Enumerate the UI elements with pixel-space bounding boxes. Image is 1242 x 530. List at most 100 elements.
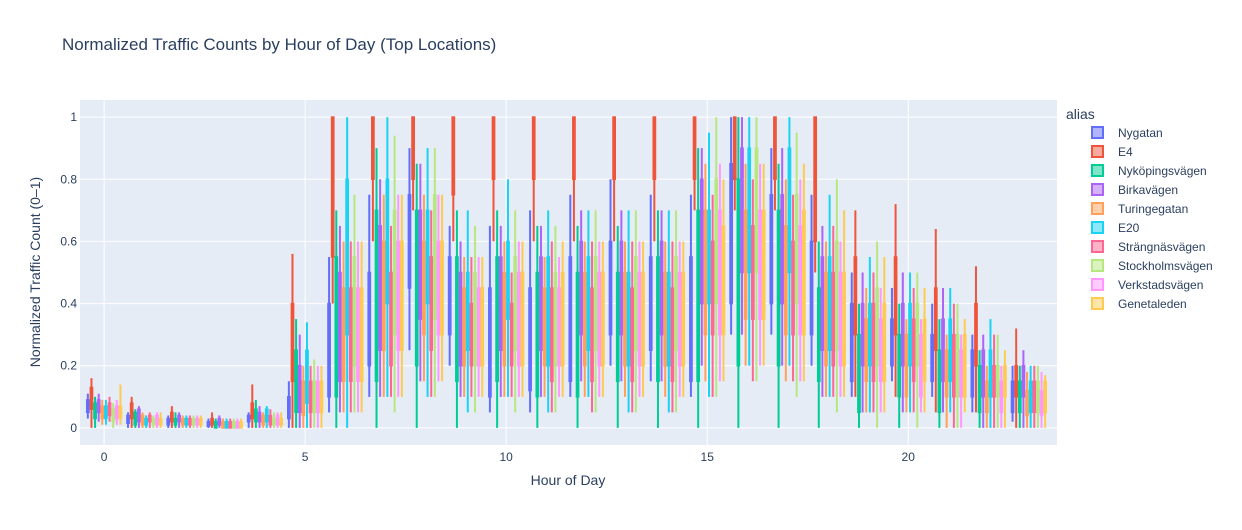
box-Birkavägen-hour-13 — [619, 210, 624, 382]
box-series — [85, 116, 1048, 429]
box-body — [462, 287, 467, 367]
box-body — [780, 194, 785, 305]
box-Stockholmsvägen-hour-18 — [835, 179, 839, 413]
box-Birkavägen-hour-17 — [780, 148, 785, 366]
box-Nyköpingsvägen-hour-9 — [455, 210, 459, 428]
chart-title: Normalized Traffic Counts by Hour of Day… — [62, 35, 496, 54]
box-body — [798, 225, 803, 336]
box-body — [367, 271, 372, 367]
box-E4-hour-19 — [853, 210, 858, 397]
box-Strängnäsvägen-hour-18 — [831, 225, 836, 397]
box-Strängnäsvägen-hour-15 — [710, 194, 715, 397]
box-E4-hour-8 — [411, 116, 415, 211]
box-Nyköpingsvägen-hour-7 — [374, 148, 379, 428]
box-body — [568, 256, 573, 383]
box-E20-hour-10 — [506, 179, 510, 397]
box-Nygatan-hour-8 — [407, 148, 412, 351]
box-Stockholmsvägen-hour-5 — [312, 359, 317, 428]
box-Stockholmsvägen-hour-20 — [915, 272, 920, 428]
box-E4-hour-15 — [692, 116, 697, 211]
box-Nygatan-hour-12 — [568, 194, 573, 397]
box-Nyköpingsvägen-hour-1 — [133, 409, 138, 428]
box-Turingegatan-hour-22 — [984, 365, 989, 428]
legend-item[interactable]: Genetaleden — [1091, 297, 1187, 311]
box-Nyköpingsvägen-hour-4 — [254, 399, 258, 428]
box-Stockholmsvägen-hour-8 — [432, 148, 437, 397]
box-Nygatan-hour-17 — [769, 148, 774, 335]
box-Strängnäsvägen-hour-7 — [389, 225, 393, 397]
y-tick-label: 0.4 — [60, 297, 77, 311]
box-E20-hour-14 — [666, 210, 671, 413]
box-Verkstadsvägen-hour-13 — [637, 241, 642, 397]
box-Turingegatan-hour-6 — [341, 241, 346, 413]
legend-swatch — [1091, 221, 1104, 234]
box-Verkstadsvägen-hour-4 — [275, 412, 280, 428]
legend-item[interactable]: Birkavägen — [1091, 183, 1178, 197]
box-body — [944, 349, 949, 398]
box-Stockholmsvägen-hour-2 — [191, 415, 196, 428]
box-Turingegatan-hour-8 — [422, 194, 426, 382]
box-Genetaleden-hour-5 — [319, 365, 324, 428]
box-Genetaleden-hour-10 — [520, 241, 525, 397]
legend-item[interactable]: Strängnäsvägen — [1091, 240, 1205, 254]
box-Nyköpingsvägen-hour-8 — [414, 163, 419, 428]
box-body — [297, 364, 302, 414]
box-E4-hour-22 — [974, 266, 978, 413]
legend-item[interactable]: Nygatan — [1091, 126, 1163, 140]
box-Nyköpingsvägen-hour-12 — [575, 225, 580, 428]
box-Genetaleden-hour-1 — [158, 412, 163, 428]
box-Genetaleden-hour-15 — [721, 179, 726, 382]
box-Birkavägen-hour-9 — [458, 241, 463, 397]
legend-item[interactable]: E4 — [1091, 145, 1133, 159]
box-E20-hour-19 — [867, 256, 872, 413]
box-E4-hour-3 — [210, 412, 214, 428]
box-body — [721, 225, 726, 336]
legend-item[interactable]: Verkstadsvägen — [1091, 278, 1203, 292]
box-Stockholmsvägen-hour-14 — [674, 210, 678, 413]
box-Nyköpingsvägen-hour-10 — [495, 210, 500, 428]
y-axis-label: Normalized Traffic Count (0–1) — [27, 177, 43, 367]
box-Turingegatan-hour-23 — [1025, 371, 1029, 428]
box-Stockholmsvägen-hour-4 — [272, 412, 276, 428]
box-Verkstadsvägen-hour-20 — [919, 319, 923, 413]
legend-title: alias — [1066, 106, 1095, 122]
box-body — [286, 396, 291, 420]
box-Verkstadsvägen-hour-11 — [557, 256, 561, 397]
box-body — [93, 402, 97, 420]
box-body — [761, 209, 766, 320]
box-Genetaleden-hour-0 — [118, 384, 123, 425]
box-E20-hour-21 — [948, 288, 953, 413]
box-Turingegatan-hour-19 — [864, 288, 869, 413]
box-Verkstadsvägen-hour-3 — [235, 418, 240, 429]
legend-item[interactable]: Nyköpingsvägen — [1091, 164, 1207, 178]
box-E4-hour-9 — [451, 116, 456, 242]
legend-item[interactable]: Turingegatan — [1091, 202, 1188, 216]
box-body — [126, 414, 130, 424]
box-Genetaleden-hour-9 — [480, 256, 485, 397]
box-Verkstadsvägen-hour-23 — [1039, 371, 1044, 428]
legend-item[interactable]: E20 — [1091, 221, 1140, 235]
legend-swatch — [1091, 164, 1104, 177]
box-Birkavägen-hour-12 — [579, 210, 584, 382]
box-body — [652, 116, 657, 181]
box-Verkstadsvägen-hour-14 — [677, 241, 682, 397]
box-Strängnäsvägen-hour-17 — [791, 194, 795, 382]
box-E4-hour-23 — [1014, 328, 1019, 428]
legend-item[interactable]: Stockholmsvägen — [1091, 259, 1213, 273]
box-Nyköpingsvägen-hour-5 — [294, 319, 298, 428]
legend[interactable]: alias Nygatan E4 Nyköpingsvägen Birkavägen T… — [1066, 106, 1213, 311]
box-Stockholmsvägen-hour-6 — [352, 194, 357, 413]
box-Turingegatan-hour-9 — [462, 256, 467, 397]
box-E4-hour-6 — [330, 116, 335, 304]
box-Verkstadsvägen-hour-2 — [195, 415, 200, 428]
box-E20-hour-7 — [385, 117, 390, 397]
box-Nyköpingsvägen-hour-23 — [1017, 365, 1022, 428]
box-body — [769, 194, 774, 305]
box-Stockholmsvägen-hour-9 — [473, 225, 477, 413]
box-Turingegatan-hour-2 — [180, 415, 185, 428]
box-Strängnäsvägen-hour-22 — [992, 334, 996, 428]
box-Birkavägen-hour-10 — [498, 225, 503, 397]
box-body — [930, 333, 935, 383]
